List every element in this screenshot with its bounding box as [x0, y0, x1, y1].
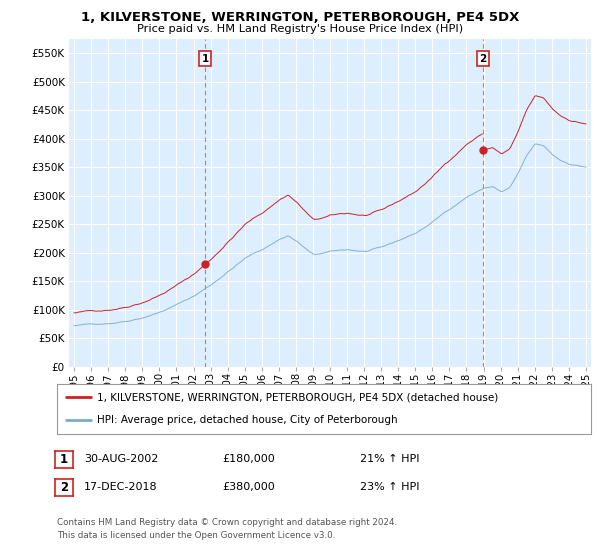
- Text: 30-AUG-2002: 30-AUG-2002: [84, 454, 158, 464]
- Text: Contains HM Land Registry data © Crown copyright and database right 2024.
This d: Contains HM Land Registry data © Crown c…: [57, 518, 397, 539]
- Text: 1, KILVERSTONE, WERRINGTON, PETERBOROUGH, PE4 5DX (detached house): 1, KILVERSTONE, WERRINGTON, PETERBOROUGH…: [97, 392, 499, 402]
- Text: £380,000: £380,000: [222, 482, 275, 492]
- Text: 1: 1: [202, 54, 209, 64]
- Text: 1: 1: [60, 452, 68, 466]
- Text: 21% ↑ HPI: 21% ↑ HPI: [360, 454, 419, 464]
- Text: Price paid vs. HM Land Registry's House Price Index (HPI): Price paid vs. HM Land Registry's House …: [137, 24, 463, 34]
- Text: 2: 2: [60, 480, 68, 494]
- Text: 17-DEC-2018: 17-DEC-2018: [84, 482, 158, 492]
- Text: 1, KILVERSTONE, WERRINGTON, PETERBOROUGH, PE4 5DX: 1, KILVERSTONE, WERRINGTON, PETERBOROUGH…: [81, 11, 519, 24]
- Text: 23% ↑ HPI: 23% ↑ HPI: [360, 482, 419, 492]
- Text: HPI: Average price, detached house, City of Peterborough: HPI: Average price, detached house, City…: [97, 416, 398, 426]
- Text: 2: 2: [479, 54, 487, 64]
- Text: £180,000: £180,000: [222, 454, 275, 464]
